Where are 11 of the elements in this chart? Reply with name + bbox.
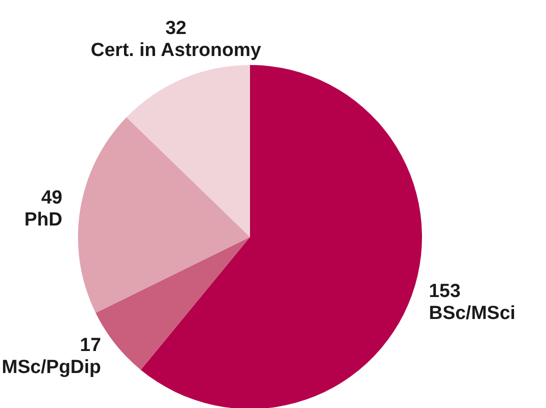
- slice-label: PhD: [24, 209, 62, 230]
- pie-slice: [78, 117, 250, 313]
- data-label: 49: [41, 187, 62, 208]
- pie-slice: [126, 65, 250, 237]
- slice-label: Cert. in Astronomy: [90, 40, 262, 61]
- data-label: 32: [165, 18, 186, 40]
- pie-slice: [140, 65, 422, 408]
- data-label: 153: [428, 281, 461, 302]
- slice-label: MSc/PgDip: [2, 356, 102, 378]
- data-label: 17: [80, 334, 102, 356]
- slice-label: BSc/MSci: [428, 302, 516, 324]
